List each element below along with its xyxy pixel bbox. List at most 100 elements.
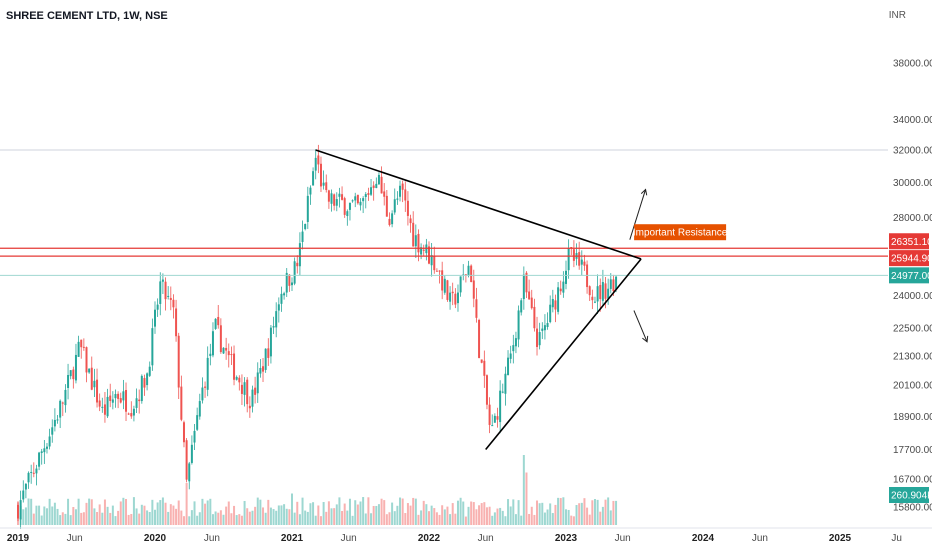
volume-bar — [169, 504, 172, 525]
candle-body — [264, 348, 267, 370]
candle-body — [185, 440, 188, 480]
volume-bar — [549, 503, 552, 525]
volume-bar — [393, 511, 396, 525]
volume-bar — [109, 512, 112, 525]
volume-bar — [304, 510, 307, 525]
volume-bar — [180, 510, 183, 525]
candle-body — [546, 323, 549, 327]
candle-body — [478, 319, 481, 358]
chart-title: SHREE CEMENT LTD, 1W, NSE — [6, 10, 168, 22]
volume-bar — [588, 514, 591, 525]
volume-bar — [546, 509, 549, 525]
candle-body — [67, 374, 70, 388]
volume-bar — [122, 497, 125, 525]
candle-body — [64, 389, 67, 406]
volume-bar — [151, 499, 154, 525]
candle-body — [182, 422, 185, 443]
candle-body — [103, 404, 106, 415]
candle-body — [159, 281, 162, 304]
volume-bar — [586, 507, 589, 525]
volume-bar — [343, 503, 346, 525]
volume-bar — [348, 498, 351, 525]
volume-bar — [82, 512, 85, 525]
volume-bar — [119, 501, 122, 525]
volume-bar — [412, 497, 415, 525]
price-box-volume-text: 260.904K — [891, 491, 932, 502]
volume-bar — [425, 504, 428, 525]
volume-bar — [591, 500, 594, 525]
volume-bar — [211, 514, 214, 525]
volume-bar — [575, 505, 578, 525]
volume-bar — [262, 507, 265, 525]
volume-bar — [583, 498, 586, 525]
volume-bar — [327, 501, 330, 525]
x-tick-label: 2022 — [418, 533, 441, 544]
volume-bar — [396, 505, 399, 525]
volume-bar — [161, 497, 164, 525]
volume-bar — [53, 502, 56, 525]
volume-bar — [269, 507, 272, 525]
volume-bar — [485, 507, 488, 525]
candle-body — [209, 353, 212, 357]
volume-bar — [536, 500, 539, 525]
volume-bar — [530, 506, 533, 525]
candle-body — [82, 346, 85, 348]
volume-bar — [275, 510, 278, 525]
candle-body — [125, 390, 128, 412]
volume-bar — [525, 472, 528, 525]
candle-body — [551, 299, 554, 308]
candle-body — [193, 430, 196, 443]
volume-bar — [306, 511, 309, 525]
volume-bar — [74, 509, 77, 525]
volume-bar — [599, 511, 602, 525]
candle-body — [377, 174, 380, 185]
candle-body — [109, 395, 112, 401]
x-tick-label: Jun — [615, 533, 631, 544]
candle-body — [430, 255, 433, 266]
volume-bar — [406, 503, 409, 525]
candle-body — [391, 213, 394, 225]
price-box-resistance-upper-text: 26351.10 — [891, 237, 932, 248]
candle-body — [248, 405, 251, 409]
candle-body — [317, 155, 320, 165]
candle-body — [393, 199, 396, 213]
volume-bar — [204, 503, 207, 525]
arrow-breakout-up — [629, 189, 647, 240]
volume-bar — [67, 498, 70, 525]
candle-body — [201, 387, 204, 401]
candle-body — [32, 472, 35, 474]
candle-body — [615, 276, 618, 290]
arrowhead-breakdown-down — [642, 335, 649, 343]
candle-body — [383, 191, 386, 197]
candle-body — [385, 195, 388, 217]
volume-bar — [404, 513, 407, 525]
price-box-volume: 260.904K — [889, 487, 932, 503]
volume-bar — [541, 502, 544, 525]
candle-body — [280, 293, 283, 304]
candle-body — [251, 389, 254, 407]
volume-bar — [230, 513, 233, 525]
candle-body — [517, 310, 520, 340]
arrow-breakdown-down — [633, 310, 648, 343]
volume-bar — [217, 512, 220, 525]
candle-body — [470, 265, 473, 283]
volume-bar — [615, 500, 618, 525]
candle-body — [438, 270, 441, 272]
volume-bar — [24, 507, 27, 525]
candle-body — [322, 182, 325, 186]
candle-body — [117, 393, 120, 399]
volume-bar — [61, 512, 64, 525]
candle-body — [414, 235, 417, 247]
candle-body — [167, 295, 170, 297]
volume-bar — [380, 498, 383, 525]
price-box-current-text: 24977.00 — [891, 271, 932, 282]
candle-body — [127, 413, 130, 415]
candle-body — [454, 293, 457, 305]
candle-body — [346, 211, 349, 217]
volume-bar — [225, 506, 228, 525]
candle-body — [48, 436, 51, 447]
volume-bar — [514, 514, 517, 525]
candle-body — [24, 483, 27, 490]
candle-body — [146, 373, 149, 386]
